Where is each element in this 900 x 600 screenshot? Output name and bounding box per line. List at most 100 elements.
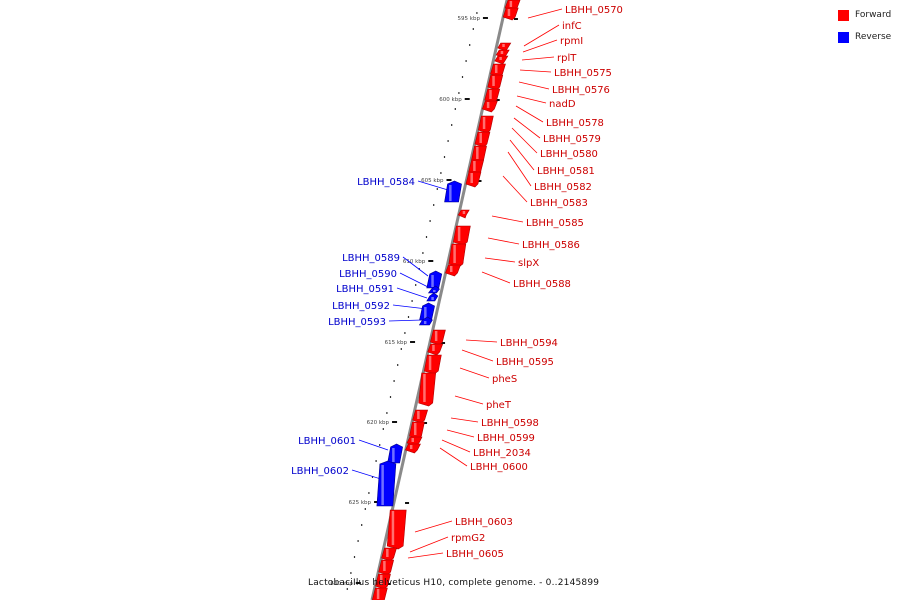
forward-gene [375,573,391,590]
forward-gene-label: rplT [557,53,577,64]
forward-gene [412,409,429,424]
reverse-gene-shade [423,321,427,324]
forward-gene-label: LBHH_0603 [455,517,513,528]
forward-gene [372,587,388,600]
minor-dot [379,444,381,446]
forward-gene-shade [507,9,511,16]
reverse-gene-shade [449,185,452,201]
forward-gene-label: LBHH_0598 [481,418,539,429]
forward-leader-line [459,367,490,379]
tick-mark [355,582,361,584]
forward-gene-shade [492,76,495,86]
forward-gene-label: LBHH_0570 [565,5,623,16]
forward-gene-shade [413,423,417,435]
tick-label: 615 kbp [385,340,408,346]
reverse-swatch [838,31,849,43]
forward-gene-shade [499,57,502,60]
forward-gene-label: LBHH_0578 [546,118,604,129]
reverse-leader-line [358,439,389,451]
forward-leader-line [450,417,479,423]
forward-gene-shade [494,65,498,73]
forward-gene-shade [457,227,461,241]
tick-mark-right [477,180,482,182]
forward-gene [386,509,407,550]
minor-dot [461,76,464,78]
tick-label: 605 kbp [421,178,444,184]
minor-dot [389,396,392,398]
minor-dot [368,492,370,494]
minor-dot [350,572,352,574]
minor-dot [397,364,399,366]
forward-gene-label: LBHH_0588 [513,279,571,290]
tick-label: 630 kbp [330,581,353,587]
reverse-gene-shade [431,297,434,300]
forward-leader-line [491,215,524,223]
tick-label: 620 kbp [367,420,390,426]
forward-gene [409,421,425,440]
tick-mark-right [423,422,428,424]
forward-gene-label: LBHH_0585 [526,218,584,229]
tick-mark [464,98,470,100]
legend-forward-label: Forward [855,10,892,20]
minor-dot [425,236,428,238]
forward-gene-shade [473,161,476,171]
reverse-leader-line [417,180,449,191]
forward-gene-shade [411,438,414,442]
forward-gene-shade [482,117,486,129]
tick-mark-right [441,342,446,344]
reverse-gene [426,270,443,289]
forward-leader-line [523,24,560,47]
forward-gene-shade [432,345,435,351]
forward-gene-label: LBHH_0605 [446,549,504,560]
forward-leader-line [484,257,516,263]
tick-label: 595 kbp [458,16,481,22]
reverse-gene-shade [431,275,434,287]
minor-dot [382,428,384,430]
minor-dot [476,12,478,14]
forward-leader-line [414,520,453,533]
forward-gene-label: rpmG2 [451,533,485,544]
forward-gene-shade [417,411,420,419]
reverse-gene-shade [392,448,395,462]
reverse-gene-label: LBHH_0601 [298,436,356,447]
minor-dot [433,204,435,206]
legend-reverse: Reverse [838,30,891,44]
tick-mark [374,501,380,503]
legend-forward: Forward [838,8,891,22]
forward-gene [502,7,519,21]
forward-gene-label: LBHH_0582 [534,182,592,193]
forward-gene-shade [462,211,466,214]
tick-mark-right [495,99,500,101]
forward-leader-line [481,271,511,284]
forward-gene [381,547,397,562]
minor-dot [407,316,410,318]
minor-dot [465,60,467,62]
forward-leader-line [518,81,550,90]
reverse-leader-line [402,256,429,277]
forward-leader-line [407,552,444,559]
forward-gene [430,329,446,346]
forward-gene-label: nadD [549,99,576,110]
minor-dot [404,332,406,334]
forward-gene-label: LBHH_0581 [537,166,595,177]
forward-gene-shade [423,374,426,402]
legend-reverse-label: Reverse [855,32,892,42]
reverse-gene-label: LBHH_0584 [357,177,415,188]
reverse-gene [427,285,440,294]
minor-dot [472,28,474,30]
reverse-gene-label: LBHH_0593 [328,317,386,328]
reverse-gene-shade [433,290,436,292]
tick-label: 610 kbp [403,259,426,265]
forward-gene-shade [470,173,473,183]
forward-gene [453,225,471,246]
minor-dot [469,44,471,46]
forward-gene [448,243,467,268]
forward-gene-label: infC [562,21,582,32]
forward-leader-line [507,151,532,187]
minor-dot [346,588,348,590]
reverse-gene-label: LBHH_0602 [291,466,349,477]
forward-gene-shade [449,266,453,272]
forward-gene-label: LBHH_0576 [552,85,610,96]
forward-gene-label: LBHH_0600 [470,462,528,473]
